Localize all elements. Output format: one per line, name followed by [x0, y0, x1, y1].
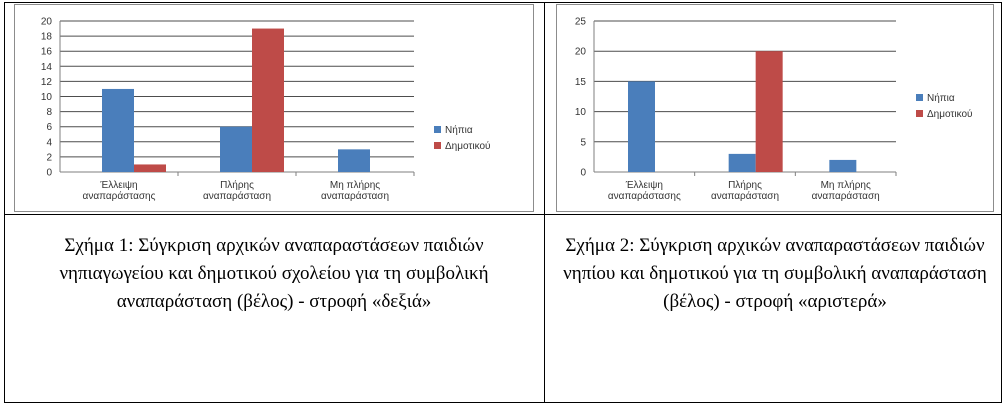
chart-1-ytick-label: 4 — [46, 137, 52, 148]
column-divider — [544, 2, 545, 403]
chart-1: 0 2 4 6 8 10 12 14 16 18 20 Έλλειψη αναπαράστασης Πλή… — [14, 4, 534, 212]
chart-2-svg: 0 5 10 15 20 25 Έλλειψη αναπαράστασης Πλήρης αναπ… — [556, 4, 994, 212]
chart-1-ytick-label: 20 — [41, 17, 53, 28]
chart-1-ytick-label: 12 — [41, 77, 53, 88]
chart-1-legend-swatch — [434, 142, 441, 149]
chart-1-bar — [102, 88, 134, 172]
row-divider — [4, 214, 1002, 215]
chart-1-ytick-label: 0 — [46, 168, 52, 179]
chart-1-ytick-label: 2 — [46, 152, 52, 163]
chart-2-category-label: Πλήρης αναπαράσταση — [711, 179, 779, 202]
chart-1-ytick-label: 18 — [41, 32, 53, 43]
chart-2-bar — [728, 153, 756, 172]
chart-2-legend-swatch — [916, 94, 923, 101]
chart-1-bar — [220, 126, 252, 172]
chart-1-ytick-label: 16 — [41, 47, 53, 58]
chart-2: 0 5 10 15 20 25 Έλλειψη αναπαράστασης Πλήρης αναπ… — [556, 4, 994, 212]
chart-2-category-label: Έλλειψη αναπαράστασης — [608, 180, 681, 202]
chart-2-category-label: Μη πλήρης αναπαράσταση — [812, 179, 880, 202]
caption-2: Σχήμα 2: Σύγκριση αρχικών αναπαραστάσεων… — [563, 235, 987, 312]
chart-1-ytick-label: 10 — [41, 92, 53, 103]
chart-2-ytick-label: 10 — [575, 107, 587, 118]
chart-2-ytick-label: 25 — [575, 17, 587, 28]
chart-1-category-label: Έλλειψη αναπαράστασης — [83, 180, 156, 202]
chart-1-ytick-label: 8 — [46, 107, 52, 118]
chart-2-ytick-label: 0 — [580, 168, 586, 179]
chart-2-legend-label: Δημοτικού — [927, 108, 973, 120]
chart-2-ytick-label: 20 — [575, 47, 587, 58]
chart-2-bar — [628, 81, 655, 172]
chart-1-ytick-label: 14 — [41, 62, 53, 73]
caption-1: Σχήμα 1: Σύγκριση αρχικών αναπαραστάσεων… — [59, 235, 489, 312]
chart-1-bar — [338, 149, 370, 172]
chart-2-ytick-label: 15 — [575, 77, 587, 88]
chart-2-ytick-label: 5 — [580, 137, 586, 148]
chart-2-legend-swatch — [916, 110, 923, 117]
chart-1-svg: 0 2 4 6 8 10 12 14 16 18 20 Έλλειψη αναπαράστασης Πλή… — [14, 4, 534, 212]
chart-1-bar — [252, 28, 284, 172]
chart-1-category-label: Πλήρης αναπαράσταση — [203, 179, 271, 202]
chart-1-legend-swatch — [434, 126, 441, 133]
chart-1-bar — [134, 164, 166, 172]
chart-1-ytick-label: 6 — [46, 122, 52, 133]
table-frame — [4, 2, 1002, 403]
chart-2-bar — [829, 159, 857, 172]
chart-1-legend-label: Νήπια — [445, 124, 473, 136]
chart-1-legend-label: Δημοτικού — [445, 140, 491, 152]
chart-1-category-label: Μη πλήρης αναπαράσταση — [321, 179, 389, 202]
chart-2-legend-label: Νήπια — [927, 92, 955, 104]
chart-2-bar — [755, 51, 783, 173]
